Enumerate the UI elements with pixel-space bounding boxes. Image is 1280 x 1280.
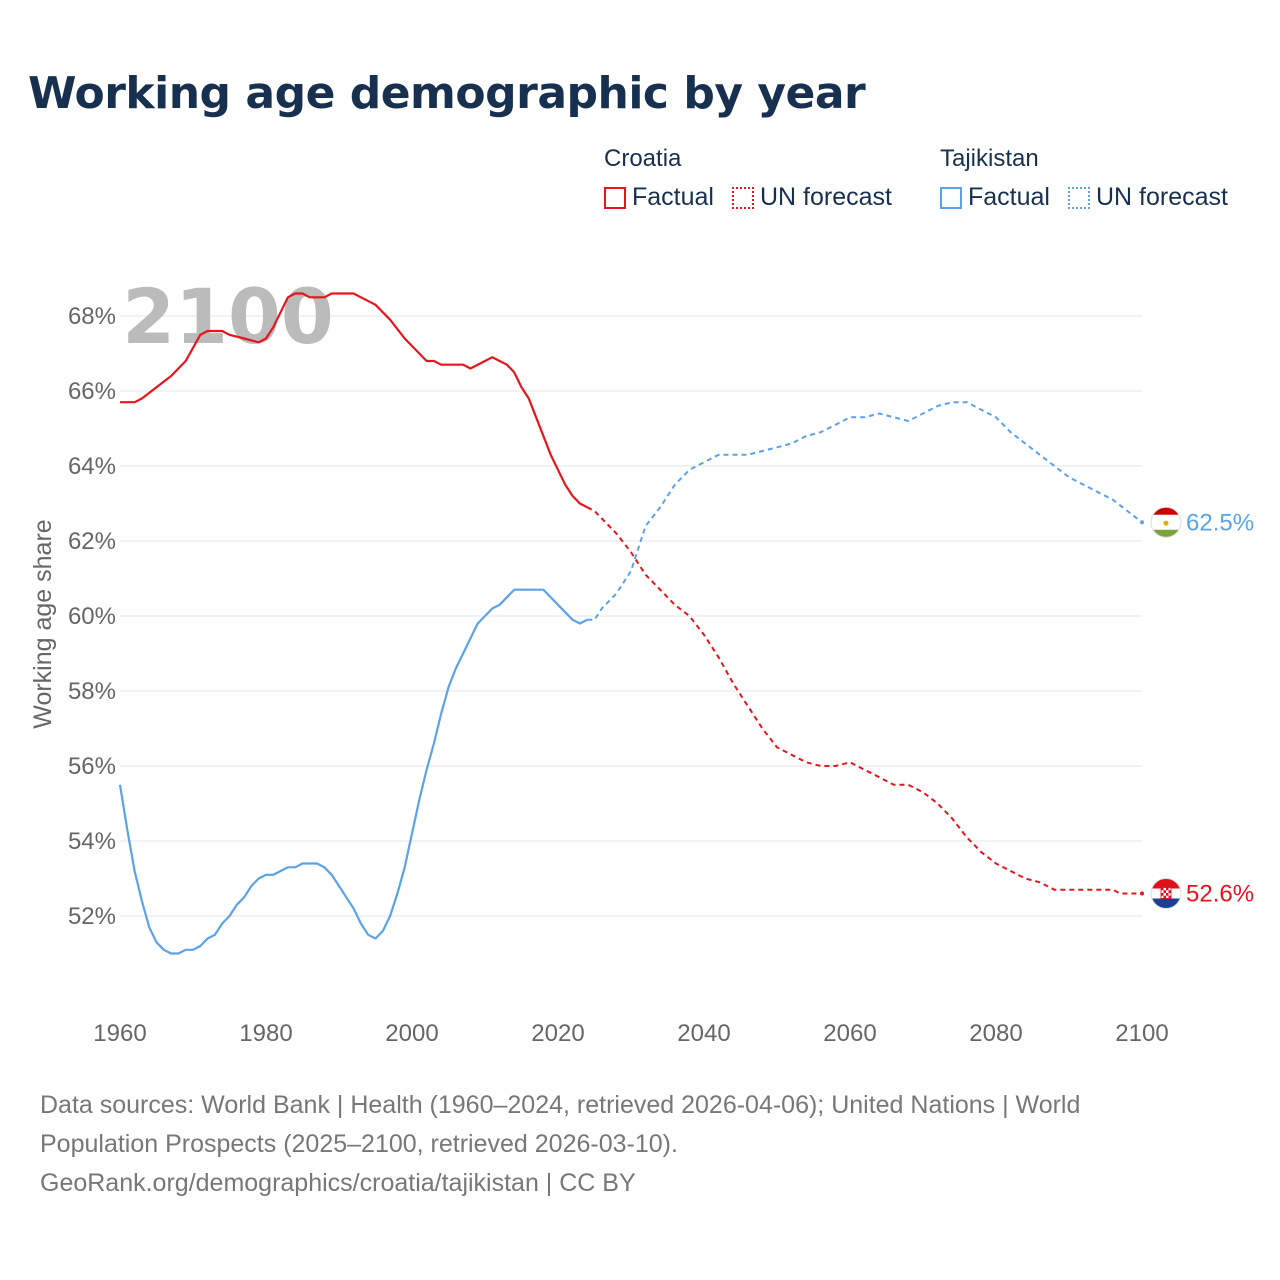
y-axis-title: Working age share (29, 519, 57, 728)
legend-label: Factual (968, 183, 1050, 211)
flag-check (1166, 887, 1169, 891)
series-line-croatia-factual[interactable] (120, 292, 588, 509)
x-tick-label: 2040 (677, 1020, 730, 1047)
series-line-croatia-forecast[interactable] (586, 506, 1142, 895)
legend-country-croatia: Croatia (604, 145, 682, 172)
legend-croatia-factual[interactable]: Factual (604, 183, 714, 212)
y-tick-label: 62% (68, 528, 116, 555)
flag-check (1161, 893, 1164, 896)
flag-check (1168, 895, 1171, 899)
tajikistan-flag-icon (1150, 506, 1182, 538)
x-tick-label: 2100 (1115, 1020, 1168, 1047)
x-tick-label: 2020 (531, 1020, 584, 1047)
x-tick-label: 2000 (385, 1020, 438, 1047)
flag-check (1168, 890, 1171, 893)
flag-stripe (1151, 514, 1181, 523)
legend-country-tajikistan: Tajikistan (940, 145, 1039, 172)
flag-fill (1151, 878, 1181, 909)
page-title: Working age demographic by year (28, 68, 866, 119)
legend-tajikistan-factual[interactable]: Factual (940, 183, 1050, 212)
x-tick-label: 2060 (823, 1020, 876, 1047)
x-tick-label: 1980 (239, 1020, 292, 1047)
y-tick-label: 60% (68, 603, 116, 630)
y-tick-label: 56% (68, 753, 116, 780)
flag-border (1150, 878, 1182, 909)
legend-swatch-dotted (731, 186, 754, 209)
y-tick-label: 52% (68, 903, 116, 930)
flag-check (1163, 890, 1166, 893)
x-tick-label: 1960 (93, 1020, 146, 1047)
legend-group-tajikistan: Tajikistan Factual UN forecast (940, 145, 1228, 212)
flag-fill (1151, 507, 1181, 538)
source-note: Data sources: World Bank | Health (1960–… (40, 1086, 1220, 1203)
year-watermark: 2100 (122, 272, 334, 361)
legend-label: Factual (632, 183, 714, 211)
legend-tajikistan-forecast[interactable]: UN forecast (1067, 183, 1228, 212)
end-label-croatia: 52.6% (1186, 881, 1254, 908)
legend-swatch-solid (604, 186, 626, 209)
y-tick-label: 58% (68, 678, 116, 705)
source-line-1: Data sources: World Bank | Health (1960–… (40, 1091, 1081, 1119)
flag-stripe (1151, 878, 1181, 889)
flag-stripe (1151, 529, 1181, 538)
flag-check (1163, 895, 1166, 899)
flag-check (1166, 893, 1169, 896)
y-tick-label: 66% (68, 378, 116, 405)
line-chart: 2100 52% 54% 56% 58% 60% 62% 64% 66% 68% 1960 1980… (29, 272, 1254, 1047)
legend-label: UN forecast (759, 183, 892, 211)
y-tick-label: 68% (68, 303, 116, 330)
x-tick-label: 2080 (969, 1020, 1022, 1047)
legend-group-croatia: Croatia Factual UN forecast (604, 145, 892, 212)
legend-croatia-forecast[interactable]: UN forecast (731, 183, 892, 212)
series-line-tajikistan-forecast[interactable] (587, 401, 1143, 621)
legend-swatch-dotted (1067, 186, 1090, 209)
croatia-flag-icon (1150, 878, 1182, 909)
source-line-2: Population Prospects (2025–2100, retriev… (40, 1130, 678, 1158)
series-line-tajikistan-factual[interactable] (118, 588, 588, 955)
series-endpoint-croatia (1140, 891, 1144, 896)
flag-stripe (1151, 507, 1181, 516)
y-tick-label: 64% (68, 453, 116, 480)
legend-label: UN forecast (1095, 183, 1228, 211)
series-endpoint-tajikistan (1140, 520, 1144, 525)
flag-crown (1163, 520, 1169, 526)
y-tick-label: 54% (68, 828, 116, 855)
legend-swatch-solid (940, 186, 962, 209)
flag-check (1161, 887, 1164, 891)
flag-stripe (1151, 898, 1181, 909)
source-url[interactable]: GeoRank.org/demographics/croatia/tajikis… (40, 1169, 636, 1197)
flag-stripe (1151, 522, 1181, 531)
flag-border (1150, 506, 1182, 538)
end-label-tajikistan: 62.5% (1186, 509, 1254, 536)
